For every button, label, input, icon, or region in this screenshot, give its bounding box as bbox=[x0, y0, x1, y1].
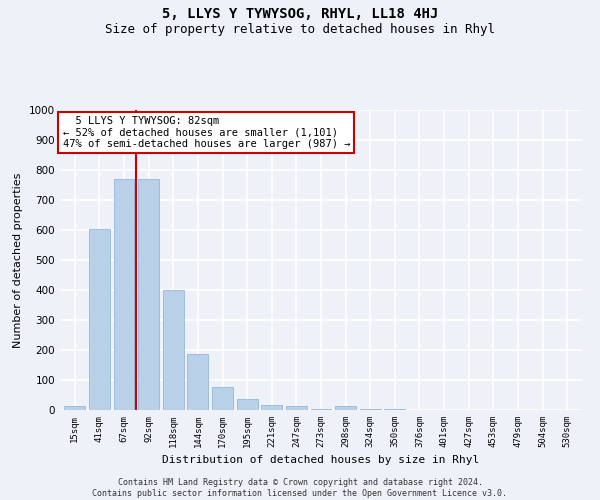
Bar bbox=[212, 387, 233, 410]
Bar bbox=[163, 290, 184, 410]
Text: 5 LLYS Y TYWYSOG: 82sqm  
← 52% of detached houses are smaller (1,101)
47% of se: 5 LLYS Y TYWYSOG: 82sqm ← 52% of detache… bbox=[62, 116, 350, 149]
Bar bbox=[360, 408, 381, 410]
Y-axis label: Number of detached properties: Number of detached properties bbox=[13, 172, 23, 348]
Text: Distribution of detached houses by size in Rhyl: Distribution of detached houses by size … bbox=[163, 455, 479, 465]
Bar bbox=[187, 354, 208, 410]
Bar bbox=[286, 406, 307, 410]
Bar bbox=[64, 406, 85, 410]
Bar bbox=[385, 408, 406, 410]
Bar bbox=[89, 228, 110, 410]
Bar bbox=[311, 408, 331, 410]
Bar bbox=[236, 399, 257, 410]
Bar bbox=[138, 179, 159, 410]
Bar bbox=[335, 406, 356, 410]
Text: Size of property relative to detached houses in Rhyl: Size of property relative to detached ho… bbox=[105, 22, 495, 36]
Text: 5, LLYS Y TYWYSOG, RHYL, LL18 4HJ: 5, LLYS Y TYWYSOG, RHYL, LL18 4HJ bbox=[162, 8, 438, 22]
Bar bbox=[113, 179, 134, 410]
Bar bbox=[261, 405, 282, 410]
Text: Contains HM Land Registry data © Crown copyright and database right 2024.
Contai: Contains HM Land Registry data © Crown c… bbox=[92, 478, 508, 498]
